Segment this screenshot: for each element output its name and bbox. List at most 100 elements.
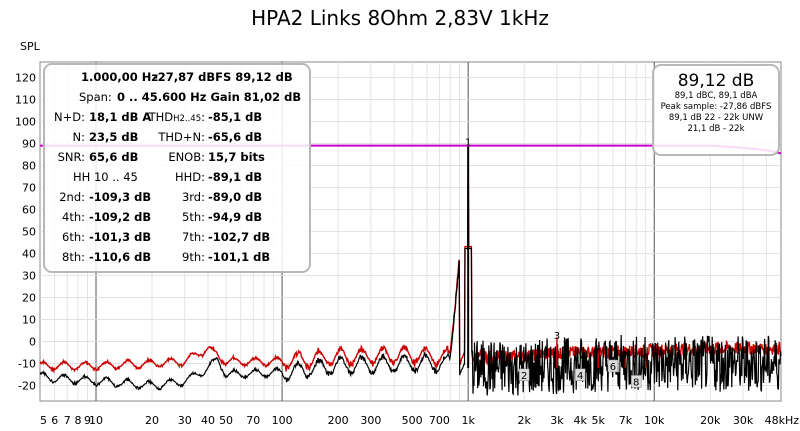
harmonic-marker-label: 1 [465, 137, 471, 148]
span-label: Span: [79, 90, 112, 104]
y-tick-label: 10 [22, 314, 36, 327]
h6-value: -101,3 dB [89, 230, 152, 244]
hh-range-label: HH 10 .. 45 [73, 170, 138, 184]
level-22k: 21,1 dB - 22k [687, 124, 745, 134]
h9-label: 9th: [182, 250, 205, 264]
y-tick-label: 110 [15, 93, 36, 106]
info-row-nd: N+D: 18,1 dB A THDH2..45: -85,1 dB [45, 110, 309, 128]
x-tick-label: 5 [40, 414, 47, 427]
h7-label: 7th: [182, 230, 205, 244]
level-peak-sample: Peak sample: -27,86 dBFS [660, 102, 772, 112]
level-main-value: 89,12 dB [677, 71, 755, 91]
y-axis-label: SPL [20, 40, 40, 53]
x-tick-label: 30k [733, 414, 754, 427]
y-tick-label: 60 [22, 203, 36, 216]
h3-label: 3rd: [181, 190, 205, 204]
y-tick-label: -20 [18, 380, 36, 393]
info-row-span: Span: 0 .. 45.600 Hz Gain 81,02 dB [45, 90, 309, 108]
info-row-hh: HH 10 .. 45 HHD: -89,1 dB [45, 170, 309, 188]
harmonic-marker-label: 7 [622, 351, 628, 362]
span-value: 0 .. 45.600 Hz Gain 81,02 dB [117, 90, 302, 104]
harmonic-marker-label: 5 [595, 344, 601, 355]
x-tick-label: 3k [550, 414, 564, 427]
x-tick-label: 100 [272, 414, 293, 427]
info-row-n: N: 23,5 dB THD+N: -65,6 dB [45, 130, 309, 148]
x-tick-label: 1k [461, 414, 475, 427]
h5-value: -94,9 dB [208, 210, 263, 224]
fundamental-readout: 1.000,00 Hz [81, 70, 159, 84]
hhd-value: -89,1 dB [208, 170, 263, 184]
nd-value: 18,1 dB A [89, 110, 152, 124]
harmonic-marker-label: 8 [633, 377, 639, 388]
snr-value: 65,6 dB [89, 150, 139, 164]
info-row-snr: SNR: 65,6 dB ENOB: 15,7 bits [45, 150, 309, 168]
x-tick-label: 7k [619, 414, 633, 427]
chart-title: HPA2 Links 8Ohm 2,83V 1kHz [251, 6, 549, 30]
level-meter-box: 89,12 dB 89,1 dBC, 89,1 dBA Peak sample:… [652, 64, 780, 156]
thdn-value: -65,6 dB [208, 130, 263, 144]
x-tick-label: 20k [700, 414, 721, 427]
harmonic-marker-box [630, 375, 642, 388]
level-unweighted: 89,1 dB 22 - 22k UNW [668, 113, 764, 123]
h9-value: -101,1 dB [208, 250, 271, 264]
harmonic-marker-box [574, 368, 586, 382]
info-row-h8h9: 8th: -110,6 dB 9th: -101,1 dB [45, 250, 309, 268]
harmonic-marker-label: 2 [521, 371, 527, 382]
y-tick-label: 70 [22, 181, 36, 194]
harmonic-marker-box [518, 368, 530, 382]
x-tick-label: 48kHz [765, 414, 800, 427]
enob-value: 15,7 bits [208, 150, 265, 164]
h2-value: -109,3 dB [89, 190, 152, 204]
nd-label: N+D: [54, 110, 85, 124]
y-tick-label: 120 [15, 71, 36, 84]
n-label: N: [72, 130, 85, 144]
y-tick-label: 100 [15, 115, 36, 128]
x-tick-label: 9 [84, 414, 91, 427]
measurement-info-box: 1.000,00 Hz -27,87 dBFS 89,12 dB Span: 0… [43, 63, 311, 273]
x-tick-label: 40 [201, 414, 215, 427]
x-tick-label: 30 [178, 414, 192, 427]
info-row-fundamental: 1.000,00 Hz -27,87 dBFS 89,12 dB [45, 70, 309, 88]
x-tick-label: 500 [402, 414, 423, 427]
harmonic-marker-label: 4 [577, 371, 583, 382]
h3-value: -89,0 dB [208, 190, 263, 204]
x-tick-label: 300 [360, 414, 381, 427]
x-tick-label: 700 [429, 414, 450, 427]
snr-label: SNR: [57, 150, 85, 164]
h7-value: -102,7 dB [208, 230, 271, 244]
h5-label: 5th: [182, 210, 205, 224]
y-tick-label: 0 [29, 336, 36, 349]
harmonic-marker-label: 6 [610, 362, 616, 373]
x-tick-label: 4k [574, 414, 588, 427]
hhd-label: HHD: [174, 170, 205, 184]
thd-label: THDH2..45: [148, 110, 205, 124]
y-tick-label: 50 [22, 226, 36, 239]
h4-value: -109,2 dB [89, 210, 152, 224]
x-tick-label: 10k [644, 414, 665, 427]
h4-label: 4th: [62, 210, 85, 224]
y-tick-label: 80 [22, 159, 36, 172]
y-tick-label: 90 [22, 137, 36, 150]
x-tick-label: 10 [89, 414, 103, 427]
info-row-h6h7: 6th: -101,3 dB 7th: -102,7 dB [45, 230, 309, 248]
n-value: 23,5 dB [89, 130, 139, 144]
info-row-h2h3: 2nd: -109,3 dB 3rd: -89,0 dB [45, 190, 309, 208]
x-tick-label: 2k [517, 414, 531, 427]
x-tick-label: 7 [64, 414, 71, 427]
x-tick-label: 5k [592, 414, 606, 427]
h6-label: 6th: [62, 230, 85, 244]
harmonic-marker-label: 3 [554, 331, 560, 342]
y-tick-label: 30 [22, 270, 36, 283]
x-tick-label: 8 [74, 414, 81, 427]
y-tick-label: 20 [22, 292, 36, 305]
harmonic-marker-box [607, 359, 619, 373]
harmonic-marker-label: 9 [643, 353, 649, 364]
y-tick-label: 40 [22, 248, 36, 261]
h2-label: 2nd: [59, 190, 85, 204]
x-tick-label: 200 [328, 414, 349, 427]
y-tick-label: -10 [18, 358, 36, 371]
x-tick-label: 50 [219, 414, 233, 427]
thd-value: -85,1 dB [208, 110, 263, 124]
info-row-h4h5: 4th: -109,2 dB 5th: -94,9 dB [45, 210, 309, 228]
fundamental-values: -27,87 dBFS 89,12 dB [153, 70, 293, 84]
